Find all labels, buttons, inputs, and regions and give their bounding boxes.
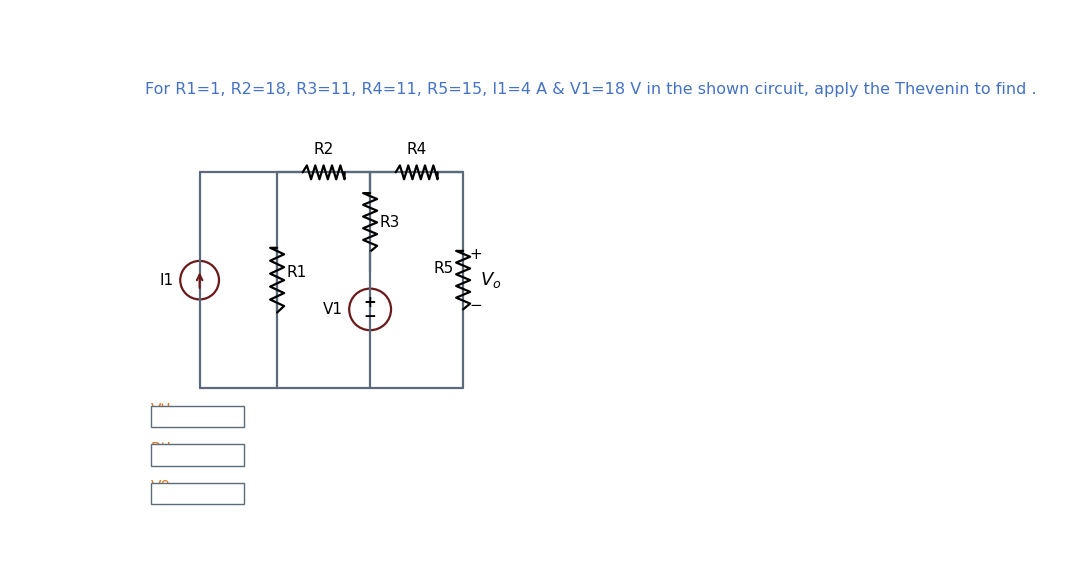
Text: −: − [364,309,377,324]
Text: −: − [470,298,483,313]
Circle shape [349,288,391,330]
Text: V1: V1 [323,302,343,317]
Text: R2: R2 [314,142,334,157]
Bar [151,406,244,428]
Text: V0=: V0= [151,481,184,495]
Text: For R1=1, R2=18, R3=11, R4=11, R5=15, I1=4 A & V1=18 V in the shown circuit, app: For R1=1, R2=18, R3=11, R4=11, R5=15, I1… [146,82,1037,97]
Text: +: + [470,247,483,262]
Text: +: + [364,295,377,310]
Text: Vth=: Vth= [151,404,189,418]
Text: R5: R5 [433,261,454,276]
Text: Rth=: Rth= [151,442,189,457]
Text: I1: I1 [159,272,174,288]
Text: $V_o$: $V_o$ [480,270,502,290]
Text: R1: R1 [287,265,307,280]
Text: R3: R3 [380,215,400,230]
Circle shape [180,261,219,299]
Text: R4: R4 [407,142,427,157]
Bar [151,444,244,466]
Bar [151,483,244,504]
